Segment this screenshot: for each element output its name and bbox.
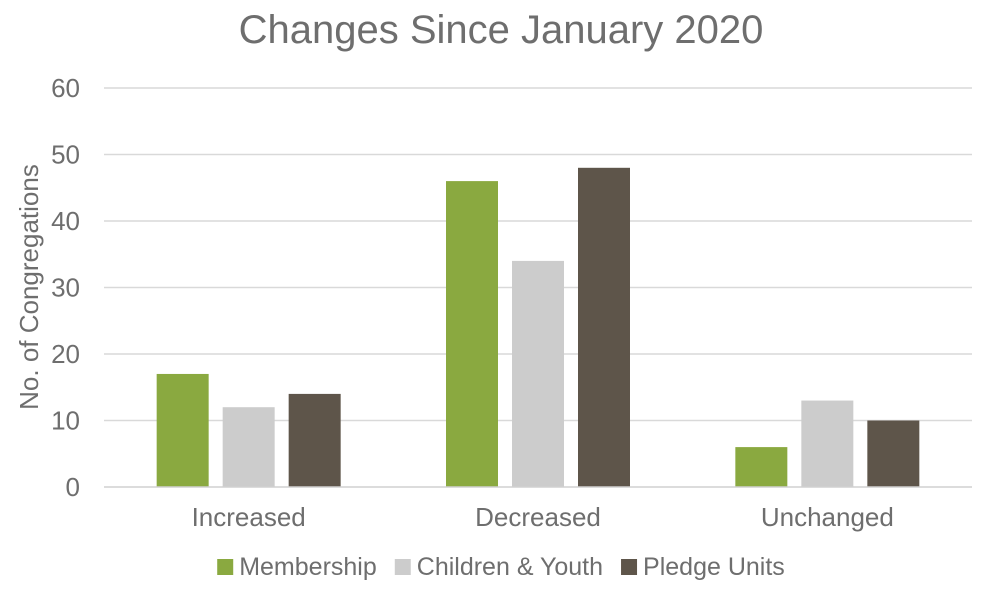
- y-tick-label: 60: [51, 73, 80, 103]
- bar-pledge-units-unchanged: [867, 420, 920, 487]
- legend-label: Children & Youth: [417, 553, 603, 581]
- legend-item-pledge-units: Pledge Units: [621, 553, 785, 581]
- x-tick-label: Decreased: [475, 502, 601, 532]
- legend-label: Membership: [239, 553, 377, 581]
- y-tick-labels: 0 10 20 30 40 50 60: [51, 73, 80, 502]
- x-tick-labels: Increased Decreased Unchanged: [192, 502, 894, 532]
- legend-item-membership: Membership: [217, 553, 377, 581]
- bar-membership-unchanged: [735, 447, 788, 487]
- y-axis-label: No. of Congregations: [14, 164, 44, 410]
- bar-children-youth-unchanged: [801, 400, 854, 487]
- x-tick-label: Unchanged: [761, 502, 894, 532]
- bar-membership-decreased: [446, 181, 498, 487]
- y-tick-label: 30: [51, 273, 80, 303]
- y-tick-label: 20: [51, 339, 80, 369]
- bar-children-youth-increased: [222, 407, 275, 487]
- bar-pledge-units-increased: [288, 393, 341, 487]
- legend: Membership Children & Youth Pledge Units: [217, 553, 785, 581]
- legend-item-children-youth: Children & Youth: [394, 553, 603, 581]
- y-tick-label: 0: [66, 472, 80, 502]
- legend-swatch: [217, 559, 234, 575]
- y-tick-label: 40: [51, 206, 80, 236]
- legend-swatch: [394, 559, 411, 575]
- bars: [156, 167, 920, 488]
- y-tick-label: 50: [51, 140, 80, 170]
- bar-pledge-units-decreased: [578, 167, 630, 488]
- legend-swatch: [621, 559, 638, 575]
- bar-children-youth-decreased: [512, 260, 564, 487]
- y-tick-label: 10: [51, 406, 80, 436]
- bar-membership-increased: [156, 373, 209, 487]
- legend-label: Pledge Units: [643, 553, 785, 581]
- x-tick-label: Increased: [192, 502, 306, 532]
- chart-title: Changes Since January 2020: [239, 8, 764, 52]
